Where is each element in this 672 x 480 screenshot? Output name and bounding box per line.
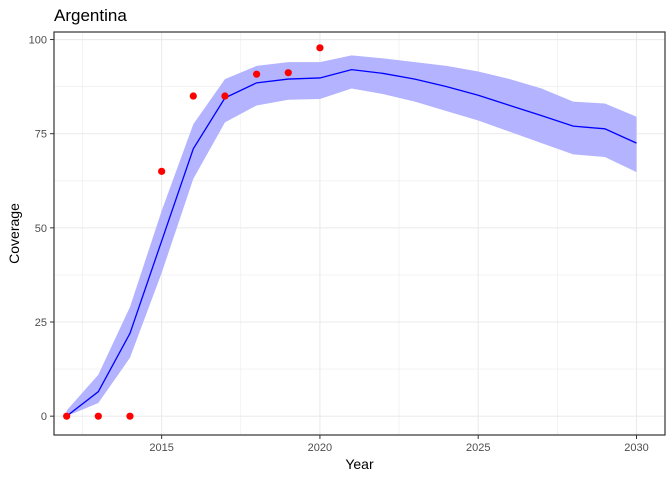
y-axis: 0 25 50 75 100 xyxy=(29,35,54,423)
data-point xyxy=(284,69,292,77)
y-tick-label: 75 xyxy=(35,129,47,141)
y-tick-label: 0 xyxy=(41,411,47,423)
panel-border xyxy=(53,31,666,436)
y-axis-title: Coverage xyxy=(6,203,22,264)
data-point xyxy=(253,70,261,78)
x-axis: 2015 2020 2025 2030 xyxy=(149,435,649,454)
chart-title: Argentina xyxy=(54,6,127,25)
x-tick-label: 2015 xyxy=(149,442,173,454)
data-point xyxy=(189,92,197,100)
x-tick-label: 2025 xyxy=(466,442,490,454)
data-point xyxy=(94,412,102,420)
x-axis-title: Year xyxy=(345,456,374,472)
series-line xyxy=(66,69,637,417)
data-point xyxy=(126,412,134,420)
data-point xyxy=(158,167,166,175)
data-point xyxy=(316,44,324,52)
y-tick-label: 100 xyxy=(29,35,47,47)
data-points xyxy=(63,44,324,420)
y-tick-label: 50 xyxy=(35,223,47,235)
x-tick-label: 2020 xyxy=(308,442,332,454)
x-tick-label: 2030 xyxy=(624,442,648,454)
data-point xyxy=(221,92,229,100)
y-tick-label: 25 xyxy=(35,317,47,329)
confidence-band xyxy=(66,55,637,417)
plot-panel xyxy=(54,32,665,435)
data-point xyxy=(63,412,71,420)
